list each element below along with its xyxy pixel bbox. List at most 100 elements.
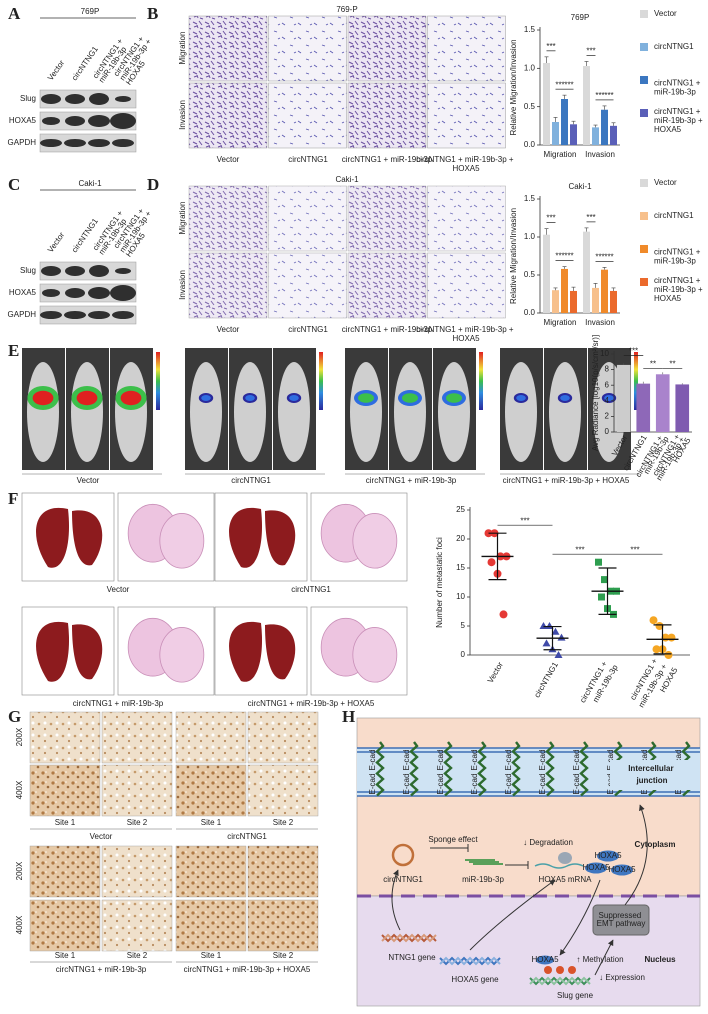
cytoplasm-area bbox=[356, 717, 701, 897]
mrna bbox=[534, 863, 584, 869]
color-scale bbox=[479, 352, 483, 410]
site-label: Site 2 bbox=[127, 951, 148, 960]
blot-row-label: HOXA5 bbox=[9, 288, 37, 297]
pathway-arrow bbox=[391, 869, 401, 931]
region-label: Nucleus bbox=[644, 955, 676, 964]
grid-column-label: circNTNG1 bbox=[288, 325, 328, 334]
signal-inner bbox=[32, 390, 54, 406]
legend-swatch bbox=[640, 43, 648, 51]
y-tick-label: 0.0 bbox=[524, 308, 536, 317]
hoxa5-protein bbox=[536, 955, 554, 965]
signal-inner bbox=[516, 395, 526, 401]
legend-swatch bbox=[640, 179, 648, 187]
blot-band bbox=[112, 311, 134, 319]
ecad-label: E-cad bbox=[436, 750, 445, 771]
grid-row-label: Migration bbox=[178, 202, 187, 235]
ecad-label: E-cad bbox=[538, 750, 547, 771]
legend-swatch bbox=[640, 212, 648, 220]
group-label: circNTNG1 + miR-19b-3p + HOXA5 bbox=[503, 476, 630, 485]
significance-label: *** bbox=[520, 516, 529, 525]
text-line: circNTNG1 bbox=[288, 155, 328, 164]
y-axis-label: Avg Radiance [log10(p/s/cm²/sr)] bbox=[591, 335, 600, 451]
bar bbox=[616, 364, 631, 432]
lung-photo bbox=[36, 507, 103, 568]
significance-label: *** bbox=[546, 214, 555, 223]
signal-inner bbox=[76, 390, 98, 406]
y-tick-label: 20 bbox=[456, 534, 465, 543]
text-line: circNTNG1 bbox=[654, 211, 694, 220]
color-scale bbox=[156, 352, 160, 410]
micrograph bbox=[188, 252, 268, 319]
significance-label: ** bbox=[650, 359, 656, 368]
signal-inner bbox=[560, 395, 570, 401]
text-line: HOXA5 bbox=[452, 164, 480, 173]
methyl-group bbox=[556, 966, 564, 974]
bar bbox=[552, 290, 559, 313]
grid-column-label: circNTNG1 bbox=[288, 155, 328, 164]
panel-label: B bbox=[147, 4, 158, 23]
ihc-image bbox=[247, 845, 319, 898]
significance-label: *** bbox=[604, 91, 613, 100]
signal-inner bbox=[120, 390, 142, 406]
micrograph bbox=[268, 252, 347, 319]
he-section bbox=[159, 627, 205, 683]
text-line: circNTNG1 bbox=[532, 660, 560, 699]
blot-band bbox=[65, 116, 85, 126]
mouse-body bbox=[27, 362, 59, 462]
x-tick-label: Migration bbox=[544, 150, 577, 159]
protein-label: HOXA5 bbox=[608, 865, 636, 874]
bar bbox=[561, 99, 568, 145]
x-tick-label: circNTNG1 + miR-19b-3p bbox=[578, 657, 620, 710]
he-section bbox=[352, 627, 398, 683]
blot-row-label: GAPDH bbox=[8, 138, 37, 147]
micrograph bbox=[427, 15, 506, 82]
signal-inner bbox=[402, 393, 418, 403]
group-label: circNTNG1 bbox=[291, 585, 331, 594]
chart-title: Caki-1 bbox=[568, 182, 592, 191]
protein-label: HOXA5 bbox=[531, 955, 559, 964]
y-tick-label: 0 bbox=[461, 650, 466, 659]
molecule-label: miR-19b-3p bbox=[462, 875, 504, 884]
molecule-label: circNTNG1 bbox=[383, 875, 423, 884]
hoxa5-protein bbox=[611, 864, 633, 876]
data-point bbox=[551, 627, 560, 635]
significance-label: *** bbox=[555, 252, 564, 261]
blot-band bbox=[88, 287, 110, 299]
significance-label: *** bbox=[629, 346, 638, 355]
panel-label: G bbox=[8, 707, 21, 726]
ihc-image bbox=[101, 711, 173, 764]
hoxa5-protein bbox=[585, 862, 607, 874]
ecad-label: E-cad bbox=[538, 774, 547, 795]
text-line: circNTNG1 + miR-19b-3p bbox=[342, 155, 433, 164]
grid-column-label: Vector bbox=[217, 155, 240, 164]
text-line: miR-19b-3p + bbox=[654, 116, 705, 125]
blot-band bbox=[40, 139, 62, 147]
gene-label: Slug gene bbox=[557, 991, 594, 1000]
ecad-label: E-cad bbox=[470, 774, 479, 795]
bar bbox=[610, 290, 617, 313]
site-label: Site 1 bbox=[55, 951, 76, 960]
blot-row-label: HOXA5 bbox=[9, 116, 37, 125]
ihc-image bbox=[29, 764, 101, 817]
micrograph bbox=[268, 185, 347, 252]
group-label: circNTNG1 + miR-19b-3p bbox=[73, 699, 164, 708]
legend-label: Vector bbox=[654, 9, 677, 18]
group-label: circNTNG1 bbox=[231, 476, 271, 485]
bar bbox=[636, 383, 651, 432]
region-label: Cytoplasm bbox=[635, 840, 676, 849]
blot-band bbox=[110, 113, 136, 129]
ecad-label: E-cad bbox=[504, 750, 513, 771]
dna-strand bbox=[529, 976, 591, 986]
data-point bbox=[499, 610, 508, 619]
pathway-arrow bbox=[594, 939, 614, 976]
bar bbox=[610, 125, 617, 145]
blot-band bbox=[42, 117, 60, 125]
text-line: HOXA5 bbox=[654, 125, 682, 134]
ihc-image bbox=[175, 764, 247, 817]
process-label: Sponge effect bbox=[428, 835, 478, 844]
color-scale bbox=[319, 352, 323, 410]
panel-label: C bbox=[8, 175, 20, 194]
signal-inner bbox=[446, 393, 462, 403]
lung-photo bbox=[229, 507, 296, 568]
site-label: Site 1 bbox=[55, 818, 76, 827]
